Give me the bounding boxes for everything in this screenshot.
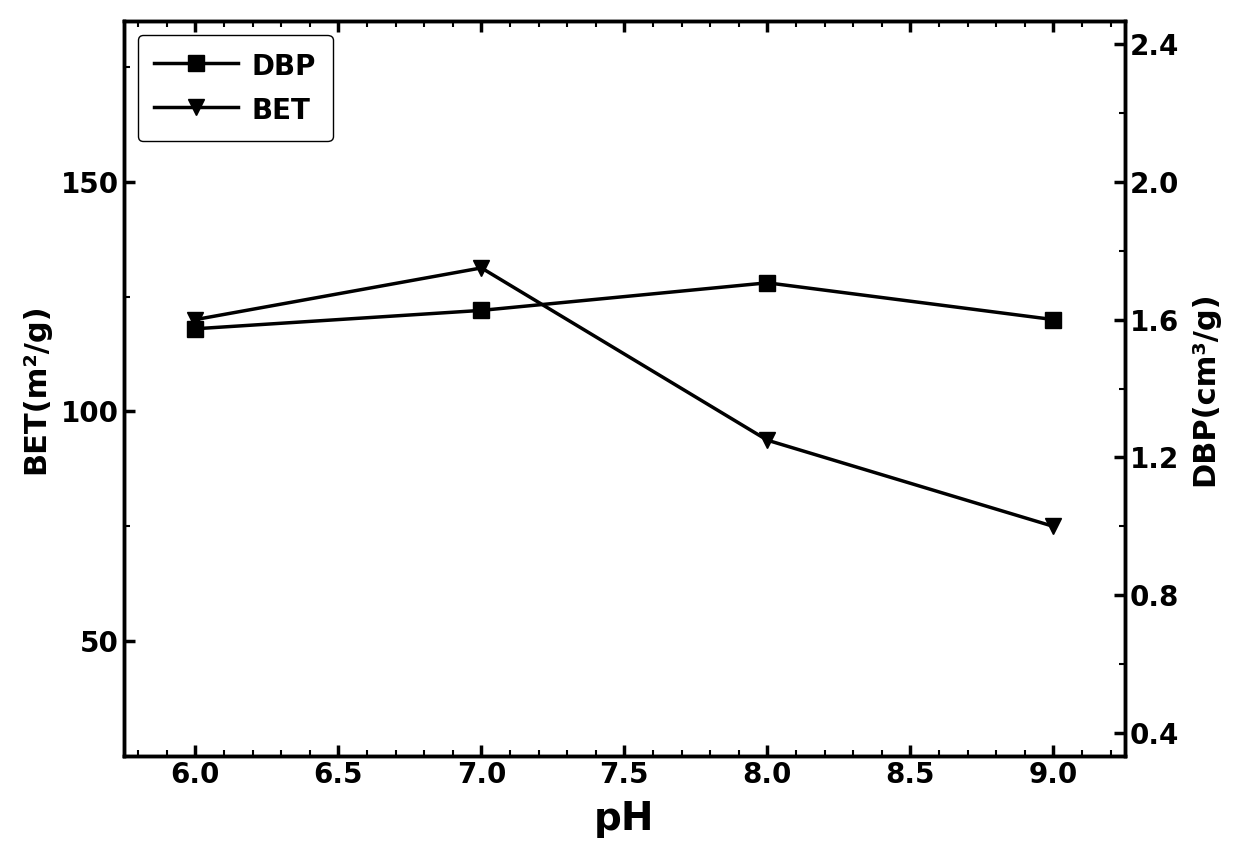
- Y-axis label: BET(m²/g): BET(m²/g): [21, 303, 50, 474]
- BET: [760, 435, 775, 445]
- DBP: [1045, 314, 1060, 325]
- Y-axis label: DBP(cm³/g): DBP(cm³/g): [1190, 291, 1219, 486]
- Legend: DBP, BET: DBP, BET: [138, 34, 332, 141]
- BET: [474, 263, 489, 273]
- Line: BET: BET: [187, 259, 1061, 534]
- X-axis label: pH: pH: [594, 801, 655, 838]
- BET: [1045, 521, 1060, 532]
- DBP: [188, 324, 203, 334]
- DBP: [474, 305, 489, 315]
- BET: [188, 314, 203, 325]
- Line: DBP: DBP: [187, 275, 1061, 337]
- DBP: [760, 277, 775, 288]
